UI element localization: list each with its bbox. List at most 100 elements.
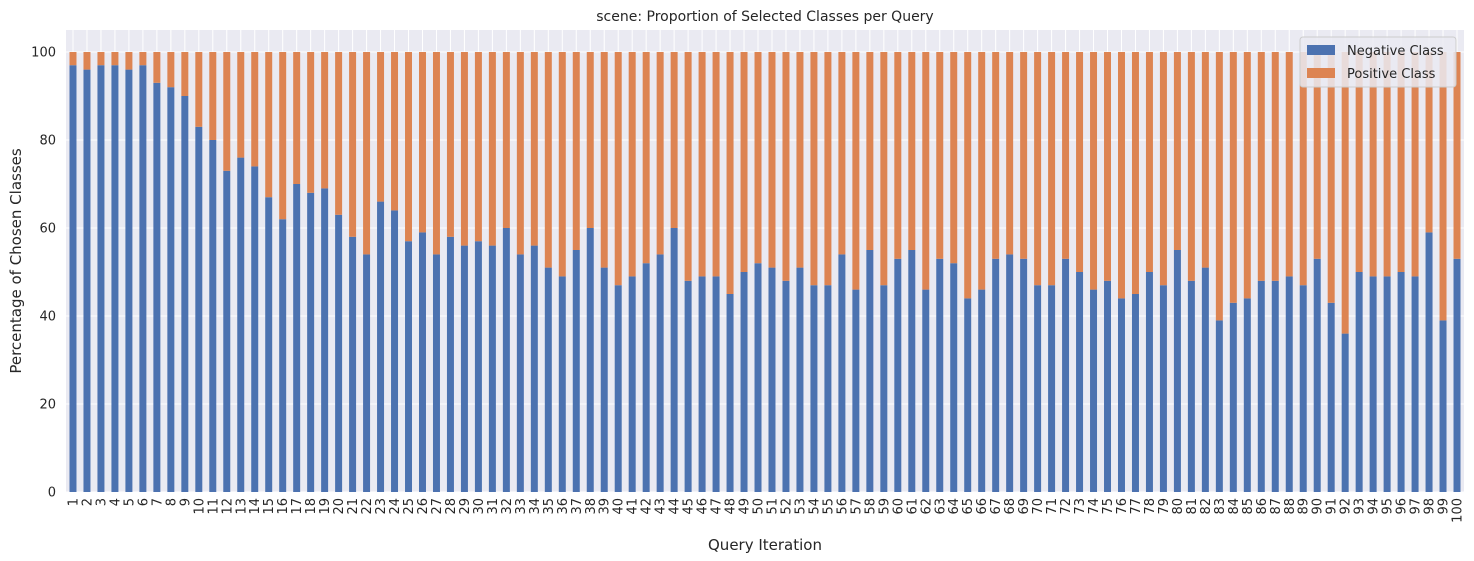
- x-tick-label: 85: [1241, 498, 1256, 515]
- bar-positive-class: [363, 52, 371, 255]
- y-tick-label: 100: [31, 46, 56, 61]
- bar-negative-class: [1383, 276, 1391, 492]
- x-tick-label: 17: [290, 498, 305, 515]
- x-tick-label: 18: [304, 498, 319, 515]
- x-tick-label: 89: [1297, 498, 1312, 515]
- bar-negative-class: [1397, 272, 1405, 492]
- bar-negative-class: [195, 126, 203, 493]
- bar-negative-class: [796, 267, 804, 492]
- x-tick-label: 53: [793, 498, 808, 515]
- x-tick-label: 36: [556, 498, 571, 515]
- y-tick-labels: 0 20 40 60 80 100: [31, 46, 56, 501]
- bar-positive-class: [768, 52, 776, 268]
- bar-positive-class: [1341, 52, 1349, 334]
- bar-positive-class: [1173, 52, 1181, 250]
- bar-positive-class: [1006, 52, 1014, 255]
- bar-negative-class: [432, 254, 440, 492]
- x-tick-label: 56: [835, 498, 850, 515]
- bar-negative-class: [950, 263, 958, 492]
- x-tick-label: 15: [262, 498, 277, 515]
- x-tick-label: 29: [458, 498, 473, 515]
- y-axis-title: Percentage of Chosen Classes: [7, 148, 25, 374]
- bar-negative-class: [97, 65, 105, 492]
- bar-positive-class: [1215, 52, 1223, 321]
- bar-positive-class: [572, 52, 580, 250]
- bar-positive-class: [726, 52, 734, 294]
- bar-negative-class: [139, 65, 147, 492]
- bar-negative-class: [1076, 272, 1084, 492]
- x-tick-label: 84: [1227, 498, 1242, 515]
- x-tick-label: 92: [1339, 498, 1354, 515]
- x-tick-label: 61: [905, 498, 920, 515]
- bar-positive-class: [460, 52, 468, 246]
- bar-positive-class: [586, 52, 594, 228]
- bar-negative-class: [628, 276, 636, 492]
- bar-positive-class: [1048, 52, 1056, 286]
- bar-positive-class: [111, 52, 119, 66]
- bar-positive-class: [83, 52, 91, 70]
- bar-positive-class: [153, 52, 161, 83]
- bar-negative-class: [1243, 298, 1251, 492]
- bar-negative-class: [838, 254, 846, 492]
- bar-negative-class: [1215, 320, 1223, 492]
- bar-negative-class: [1034, 285, 1042, 492]
- x-tick-label: 21: [346, 498, 361, 515]
- bar-negative-class: [712, 276, 720, 492]
- x-tick-label: 99: [1437, 498, 1452, 515]
- bar-positive-class: [139, 52, 147, 66]
- bar-negative-class: [167, 87, 175, 492]
- bar-positive-class: [1131, 52, 1139, 294]
- bar-negative-class: [1104, 280, 1112, 492]
- bar-positive-class: [1355, 52, 1363, 272]
- bar-positive-class: [754, 52, 762, 264]
- bar-negative-class: [1145, 272, 1153, 492]
- bar-negative-class: [600, 267, 608, 492]
- x-tick-label: 14: [248, 498, 263, 515]
- x-tick-label: 34: [528, 498, 543, 515]
- bar-negative-class: [321, 188, 329, 492]
- bar-negative-class: [810, 285, 818, 492]
- bar-negative-class: [1313, 258, 1321, 492]
- bar-negative-class: [964, 298, 972, 492]
- bar-positive-class: [810, 52, 818, 286]
- bar-positive-class: [1271, 52, 1279, 281]
- bar-positive-class: [1090, 52, 1098, 290]
- x-tick-label: 33: [514, 498, 529, 515]
- bar-positive-class: [1145, 52, 1153, 272]
- x-tick-label: 65: [961, 498, 976, 515]
- bar-positive-class: [1257, 52, 1265, 281]
- bar-positive-class: [1034, 52, 1042, 286]
- x-tick-label: 69: [1017, 498, 1032, 515]
- legend-box: [1299, 36, 1457, 88]
- bar-positive-class: [628, 52, 636, 277]
- y-tick-label: 20: [39, 398, 56, 413]
- bar-positive-class: [1425, 52, 1433, 233]
- bar-positive-class: [1313, 52, 1321, 259]
- bar-negative-class: [377, 201, 385, 492]
- x-tick-label: 45: [682, 498, 697, 515]
- x-tick-label: 26: [416, 498, 431, 515]
- bar-positive-class: [530, 52, 538, 246]
- x-tick-label: 19: [318, 498, 333, 515]
- bar-negative-class: [516, 254, 524, 492]
- x-tick-label: 48: [724, 498, 739, 515]
- bar-positive-class: [418, 52, 426, 233]
- bar-negative-class: [1299, 285, 1307, 492]
- x-tick-label: 44: [668, 498, 683, 515]
- x-tick-label: 88: [1283, 498, 1298, 515]
- bar-positive-class: [377, 52, 385, 202]
- bar-negative-class: [1271, 280, 1279, 492]
- bar-negative-class: [1285, 276, 1293, 492]
- bar-negative-class: [992, 258, 1000, 492]
- bar-positive-class: [69, 52, 77, 66]
- x-tick-label: 37: [570, 498, 585, 515]
- bar-positive-class: [852, 52, 860, 290]
- y-tick-label: 0: [48, 486, 56, 501]
- bar-negative-class: [83, 69, 91, 492]
- bar-positive-class: [209, 52, 217, 140]
- bar-positive-class: [712, 52, 720, 277]
- bar-positive-class: [474, 52, 482, 242]
- bar-negative-class: [279, 219, 287, 492]
- bar-positive-class: [265, 52, 273, 198]
